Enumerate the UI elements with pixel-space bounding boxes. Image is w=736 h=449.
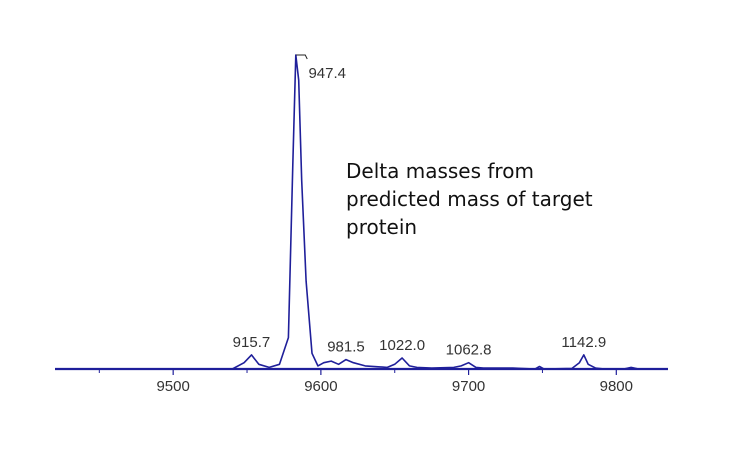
peak-label-5: 1142.9 [561,334,606,351]
x-tick-label-9600: 9600 [304,378,337,395]
peak-label-1: 947.4 [308,65,346,82]
x-tick-label-9700: 9700 [452,378,485,395]
annotation-line-1: predicted mass of target [346,187,593,211]
peak-labels: 915.7 947.4 981.5 1022.0 1062.8 1142.9 [233,65,607,359]
annotation-line-2: protein [346,215,417,239]
delta-mass-annotation: Delta masses from predicted mass of targe… [346,159,593,239]
x-tick-label-9500: 9500 [156,378,189,395]
spectrum-series-line [55,54,668,370]
peak-apex-marker [296,54,308,60]
peak-label-0: 915.7 [233,334,271,351]
peak-label-4: 1062.8 [446,342,492,359]
x-axis: 9500 9600 9700 9800 [55,367,668,395]
annotation-line-0: Delta masses from [346,159,534,183]
x-tick-label-9800: 9800 [600,378,633,395]
peak-label-3: 1022.0 [379,337,425,354]
peak-label-2: 981.5 [327,339,365,356]
